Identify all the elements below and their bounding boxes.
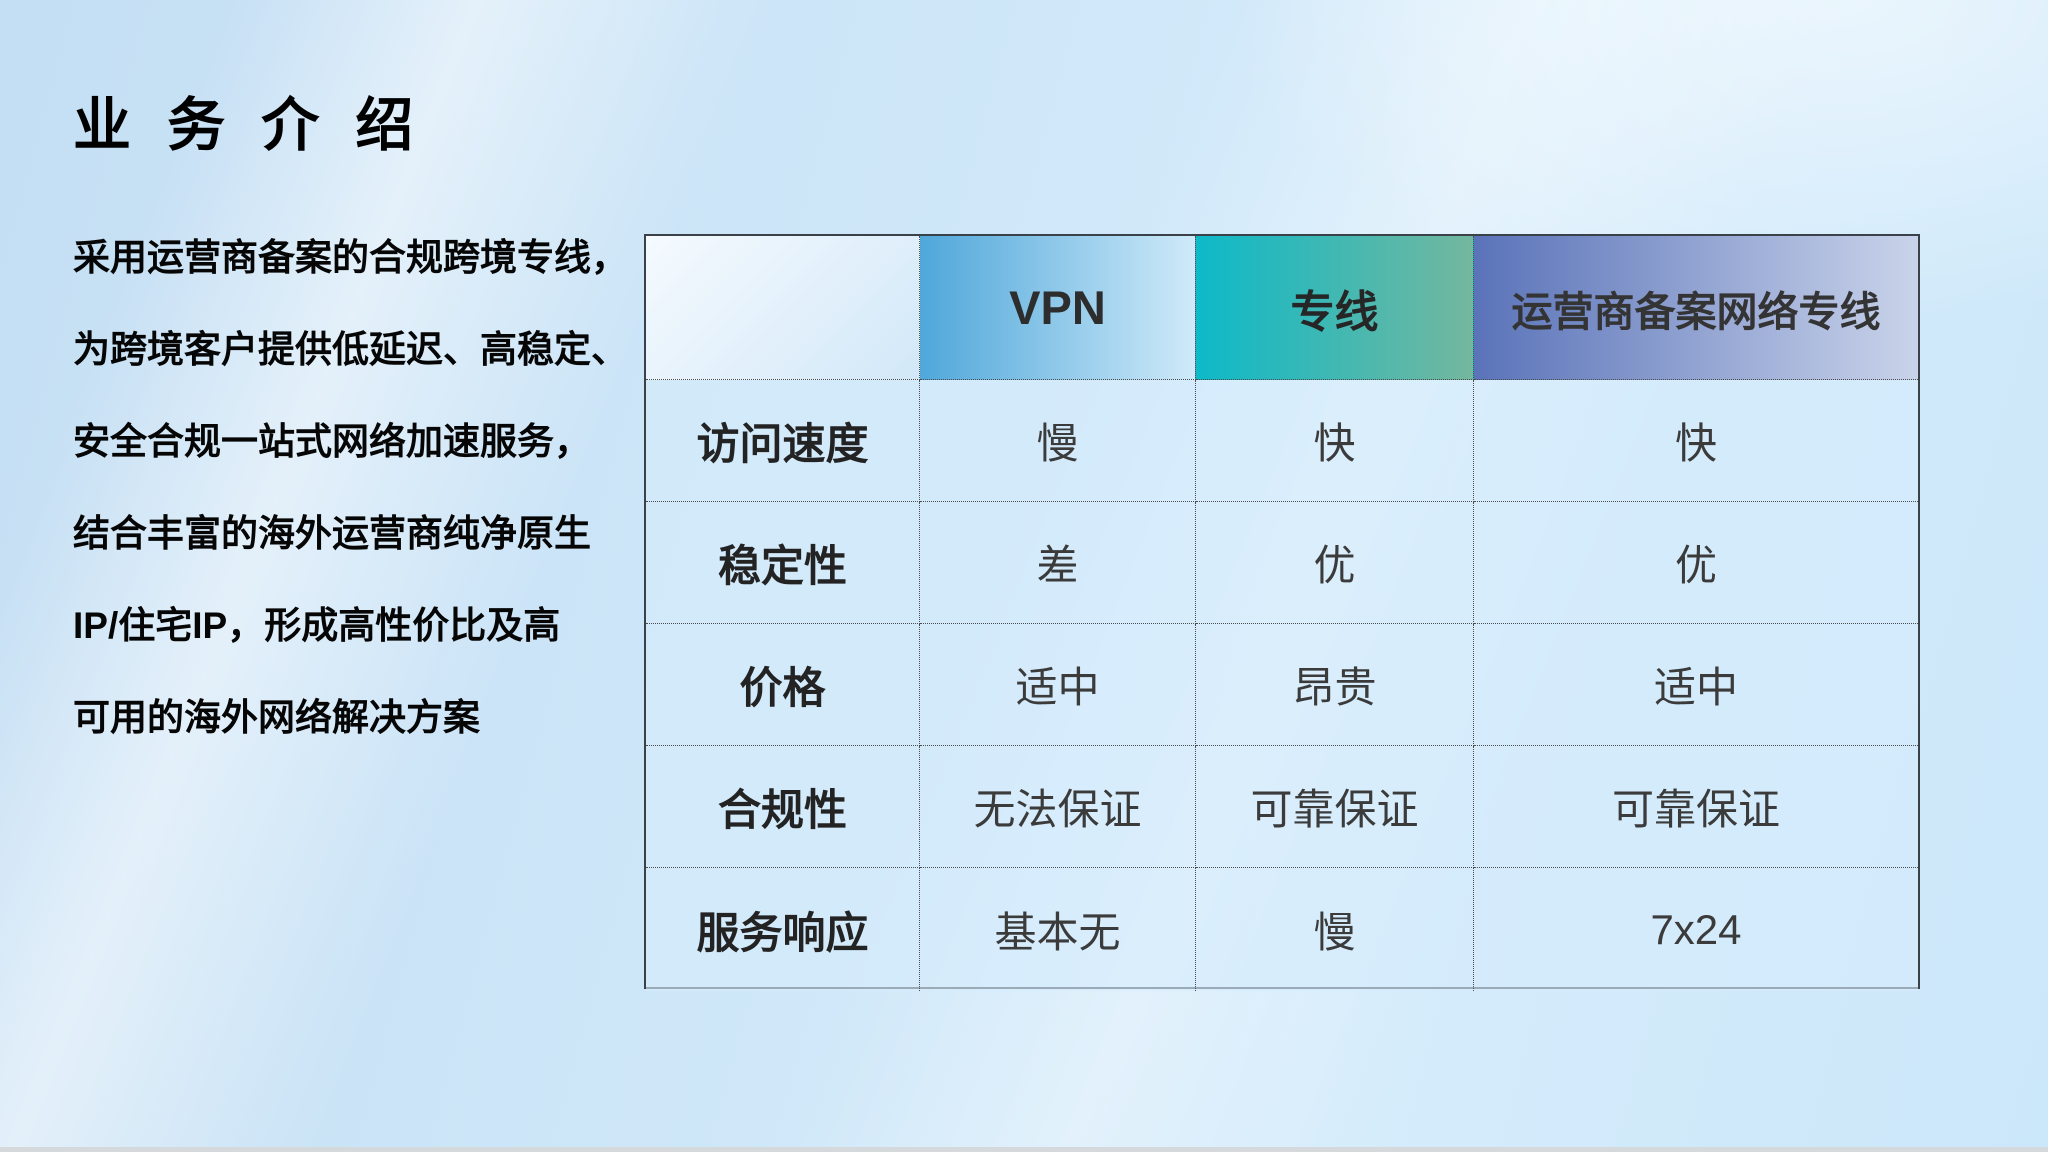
- table-cell: 快: [1474, 380, 1918, 502]
- table-cell: 优: [1196, 502, 1474, 624]
- table-cell: 快: [1196, 380, 1474, 502]
- row-label-service-response: 服务响应: [646, 868, 920, 991]
- table-cell: 差: [920, 502, 1196, 624]
- row-label-stability: 稳定性: [646, 502, 920, 624]
- table-cell: 7x24: [1474, 868, 1918, 991]
- table-cell: 无法保证: [920, 746, 1196, 868]
- table-corner-cell: [646, 236, 920, 380]
- table-cell: 基本无: [920, 868, 1196, 991]
- intro-line: 结合丰富的海外运营商纯净原生: [73, 513, 591, 554]
- row-label-compliance: 合规性: [646, 746, 920, 868]
- comparison-table: VPN 专线 运营商备案网络专线 访问速度 慢 快 快 稳定性 差 优 优 价格…: [644, 234, 1920, 991]
- row-label-price: 价格: [646, 624, 920, 746]
- column-header-vpn: VPN: [920, 236, 1196, 380]
- column-header-dedicated-line: 专线: [1196, 236, 1474, 380]
- intro-line: 采用运营商备案的合规跨境专线，: [73, 237, 628, 278]
- intro-paragraph: 采用运营商备案的合规跨境专线， 为跨境客户提供低延迟、高稳定、 安全合规一站式网…: [73, 212, 673, 764]
- table-cell: 适中: [920, 624, 1196, 746]
- table-cell: 慢: [920, 380, 1196, 502]
- column-header-carrier-line: 运营商备案网络专线: [1474, 236, 1918, 380]
- table-cell: 慢: [1196, 868, 1474, 991]
- intro-line: 可用的海外网络解决方案: [73, 697, 480, 738]
- row-label-access-speed: 访问速度: [646, 380, 920, 502]
- page-title: 业 务 介 绍: [73, 93, 424, 158]
- table-cell: 适中: [1474, 624, 1918, 746]
- slide-bottom-edge: [0, 1147, 2048, 1152]
- intro-line: 为跨境客户提供低延迟、高稳定、: [73, 329, 628, 370]
- table-cell: 昂贵: [1196, 624, 1474, 746]
- intro-line: IP/住宅IP，形成高性价比及高: [73, 605, 561, 646]
- table-cell: 可靠保证: [1196, 746, 1474, 868]
- intro-line: 安全合规一站式网络加速服务，: [73, 421, 591, 462]
- table-cell: 优: [1474, 502, 1918, 624]
- table-cell: 可靠保证: [1474, 746, 1918, 868]
